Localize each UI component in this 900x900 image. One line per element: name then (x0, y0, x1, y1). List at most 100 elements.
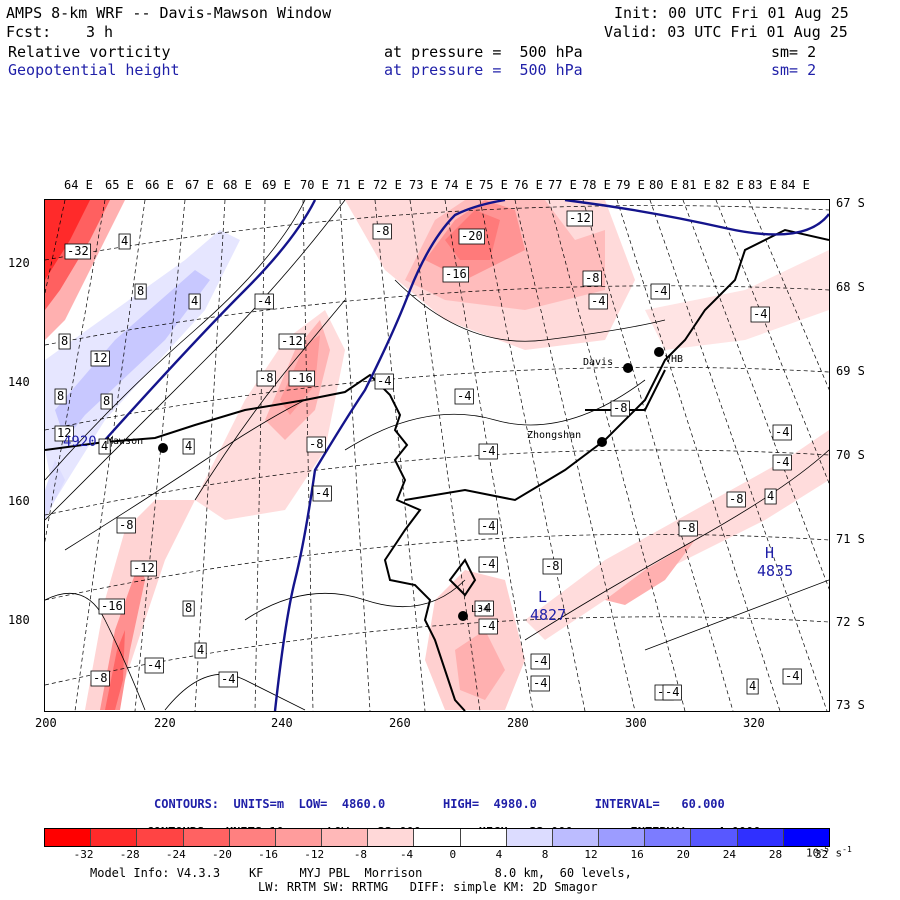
lat-label: 71 S (836, 532, 865, 546)
contour-label: -8 (613, 401, 627, 415)
y-tick: 180 (8, 613, 30, 627)
contour-label-box (530, 653, 550, 670)
model-info: Model Info: V4.3.3 KF MYJ PBL Morrison 8… (90, 866, 632, 880)
contour-label: -20 (461, 229, 483, 243)
contour-label-box (256, 370, 276, 387)
colorbar-tick: 20 (676, 848, 690, 861)
lon-label: 64 E (64, 178, 93, 192)
colorbar-tick: 24 (722, 848, 736, 861)
contour-label-box (116, 517, 136, 534)
lon-label: 65 E (105, 178, 134, 192)
colorbar-tick: 12 (584, 848, 598, 861)
contour-label-box (64, 243, 92, 260)
height-contour-label: 4920 (63, 434, 97, 450)
colorbar-tick: -24 (165, 848, 186, 861)
contour-label: -4 (147, 658, 161, 672)
contour-label: -8 (681, 521, 695, 535)
colorbar-swatch (183, 829, 230, 846)
contour-label-box (90, 670, 110, 687)
map-marks: -32 4 8 4 8 12 8 8 12 4 -4 -12 -8 -16 -8 -8 -20 -16 -12 -8 -… (54, 210, 802, 701)
contour-label-box (312, 485, 332, 502)
contour-label: -4 (653, 284, 667, 298)
contour-label-box (372, 223, 392, 240)
colorbar-swatch (414, 829, 461, 846)
contour-label: -12 (133, 561, 155, 575)
colorbar-swatch (506, 829, 553, 846)
contour-label-box (134, 283, 147, 300)
station-label: Zhongshan (527, 430, 581, 441)
contour-label: -16 (101, 599, 123, 613)
station-marker (623, 363, 633, 373)
coastline (45, 228, 829, 711)
contour-label: 8 (57, 389, 64, 403)
lon-label: 66 E (145, 178, 174, 192)
colorbar-tick: 4 (495, 848, 503, 861)
contour-label: -4 (481, 519, 495, 533)
low-marker: L (538, 588, 547, 606)
valid-time: Valid: 03 UTC Fri 01 Aug 25 (604, 23, 848, 41)
contour-label: 4 (749, 679, 756, 693)
height-contours (104, 200, 829, 711)
station-marker (458, 611, 468, 621)
contour-label-box (188, 293, 201, 310)
contour-label: -4 (457, 389, 471, 403)
contour-label-box (454, 388, 474, 405)
contour-label-box (182, 438, 195, 455)
contour-label: 8 (103, 394, 110, 408)
forecast-label: Fcst: (6, 23, 52, 41)
high-low-value: 4827 (530, 606, 566, 624)
contour-label-box (566, 210, 594, 227)
contour-label-box (478, 618, 498, 635)
lon-label: 83 E (748, 178, 777, 192)
x-tick: 220 (154, 716, 176, 730)
x-tick: 260 (389, 716, 411, 730)
contour-label-box (478, 556, 498, 573)
contour-label-box (474, 600, 494, 617)
x-tick: 240 (271, 716, 293, 730)
contour-label-box (764, 488, 777, 505)
colorbar-tick: -16 (258, 848, 278, 861)
contour-label-box (582, 270, 602, 287)
colorbar-swatch (229, 829, 276, 846)
lon-label: 68 E (223, 178, 252, 192)
contour-label-box (306, 436, 326, 453)
lon-label: 76 E (514, 178, 543, 192)
colorbar-tick: -32 (73, 848, 94, 861)
contour-label: 12 (93, 351, 107, 365)
lon-label: 72 E (373, 178, 402, 192)
contour-label: -4 (477, 601, 491, 615)
contour-label-box (782, 668, 802, 685)
contour-label: -8 (545, 559, 559, 573)
contour-label: 4 (197, 643, 204, 657)
contour-label: -16 (291, 371, 313, 385)
vorticity-shading (45, 200, 829, 710)
vorticity-map: -32 4 8 4 8 12 8 8 12 4 -4 -12 -8 -16 -8 -8 -20 -16 -12 -8 -… (44, 199, 830, 712)
contour-label: -8 (585, 271, 599, 285)
contour-label-box (772, 454, 792, 471)
contour-label-box (746, 678, 759, 695)
colorbar-tick: 16 (630, 848, 644, 861)
contour-label: -4 (775, 455, 789, 469)
colorbar-tick: -20 (211, 848, 232, 861)
colorbar-swatch (737, 829, 784, 846)
x-tick: 280 (507, 716, 529, 730)
contour-label-box (100, 393, 113, 410)
colorbar-tick: -12 (304, 848, 325, 861)
high-low-value: 4835 (757, 562, 793, 580)
colorbar-swatch (460, 829, 507, 846)
contour-label: -8 (119, 518, 133, 532)
contour-label: -4 (221, 672, 235, 686)
forecast-hours: 3 h (86, 23, 114, 41)
lat-label: 70 S (836, 448, 865, 462)
lon-label: 77 E (548, 178, 577, 192)
lat-label: 69 S (836, 364, 865, 378)
contour-label-box (542, 558, 562, 575)
contour-label-box (288, 370, 316, 387)
contour-label: 4 (191, 294, 198, 308)
colorbar-swatch (322, 829, 369, 846)
colorbar-tick: -28 (119, 848, 140, 861)
y-tick: 160 (8, 494, 30, 508)
contour-label: 8 (185, 601, 192, 615)
contour-label: -4 (753, 307, 767, 321)
station-marker (158, 443, 168, 453)
